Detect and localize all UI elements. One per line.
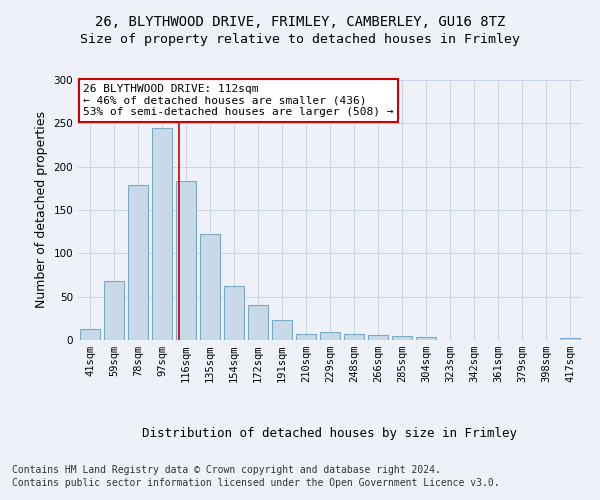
Bar <box>320 332 340 340</box>
Bar <box>392 336 412 340</box>
Y-axis label: Number of detached properties: Number of detached properties <box>35 112 48 308</box>
Bar <box>416 336 436 340</box>
Text: Contains HM Land Registry data © Crown copyright and database right 2024.: Contains HM Land Registry data © Crown c… <box>12 465 441 475</box>
Bar <box>152 128 172 340</box>
Text: Size of property relative to detached houses in Frimley: Size of property relative to detached ho… <box>80 32 520 46</box>
Bar <box>176 182 196 340</box>
Bar <box>272 320 292 340</box>
Text: Distribution of detached houses by size in Frimley: Distribution of detached houses by size … <box>143 428 517 440</box>
Text: 26 BLYTHWOOD DRIVE: 112sqm
← 46% of detached houses are smaller (436)
53% of sem: 26 BLYTHWOOD DRIVE: 112sqm ← 46% of deta… <box>83 84 394 117</box>
Bar <box>200 234 220 340</box>
Bar <box>560 338 580 340</box>
Text: 26, BLYTHWOOD DRIVE, FRIMLEY, CAMBERLEY, GU16 8TZ: 26, BLYTHWOOD DRIVE, FRIMLEY, CAMBERLEY,… <box>95 15 505 29</box>
Bar <box>248 306 268 340</box>
Bar <box>344 334 364 340</box>
Bar <box>296 334 316 340</box>
Bar <box>80 328 100 340</box>
Bar <box>224 286 244 340</box>
Bar <box>128 185 148 340</box>
Bar <box>368 335 388 340</box>
Bar <box>104 281 124 340</box>
Text: Contains public sector information licensed under the Open Government Licence v3: Contains public sector information licen… <box>12 478 500 488</box>
